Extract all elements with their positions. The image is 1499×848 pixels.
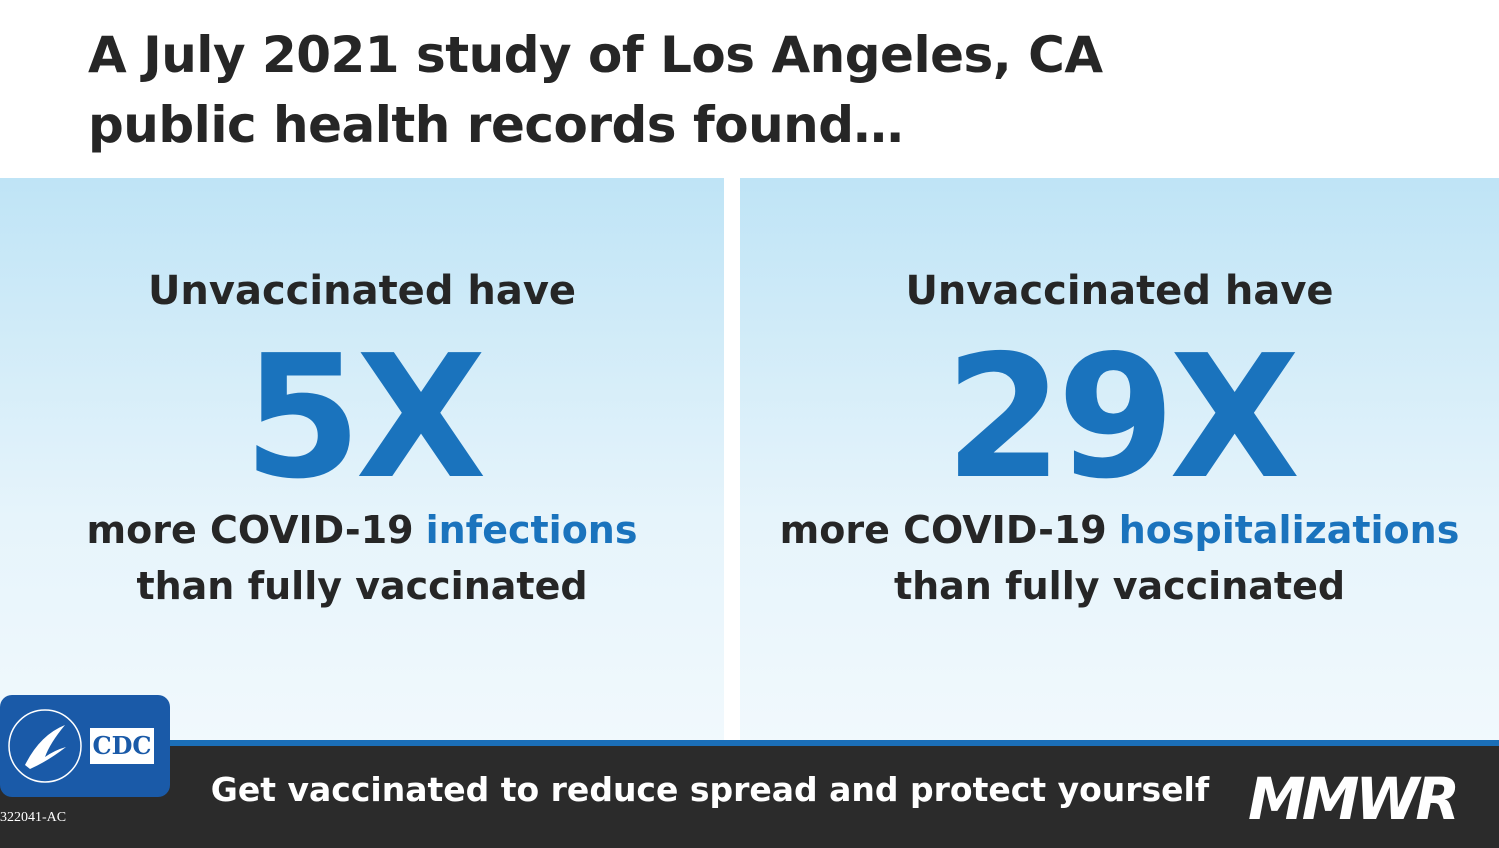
- highlight: hospitalizations: [1118, 508, 1460, 552]
- footer-message: Get vaccinated to reduce spread and prot…: [210, 770, 1210, 809]
- code: 322041-AC: [0, 810, 67, 825]
- text: more COVID-19: [779, 508, 1107, 552]
- panel-intro: Unvaccinated have: [905, 268, 1334, 314]
- logo-text: CDC: [90, 728, 154, 764]
- panel-figure: 5X: [243, 319, 486, 517]
- panel-line: more COVID-19 hospitalizations: [740, 508, 1499, 552]
- panel-line: than fully vaccinated: [893, 564, 1346, 608]
- text: more COVID-19: [86, 508, 414, 552]
- title-line: A July 2021 study of Los Angeles, CA: [88, 26, 1103, 84]
- highlight: infections: [425, 508, 638, 552]
- footer: [0, 740, 1499, 848]
- panel-line: than fully vaccinated: [136, 564, 588, 608]
- title: A July 2021 study of Los Angeles, CA pub…: [88, 20, 1103, 160]
- brand: MMWR: [1248, 765, 1460, 833]
- panel: Unvaccinated have 5X more COVID-19 infect…: [0, 178, 724, 744]
- title-line: public health records found…: [88, 96, 904, 154]
- panel-line: more COVID-19 infections: [0, 508, 724, 552]
- hhs-emblem: [8, 709, 82, 783]
- panel-intro: Unvaccinated have: [147, 268, 577, 314]
- panel-figure: 29X: [944, 319, 1301, 517]
- panel: Unvaccinated have 29X more COVID-19 hospi…: [740, 178, 1499, 744]
